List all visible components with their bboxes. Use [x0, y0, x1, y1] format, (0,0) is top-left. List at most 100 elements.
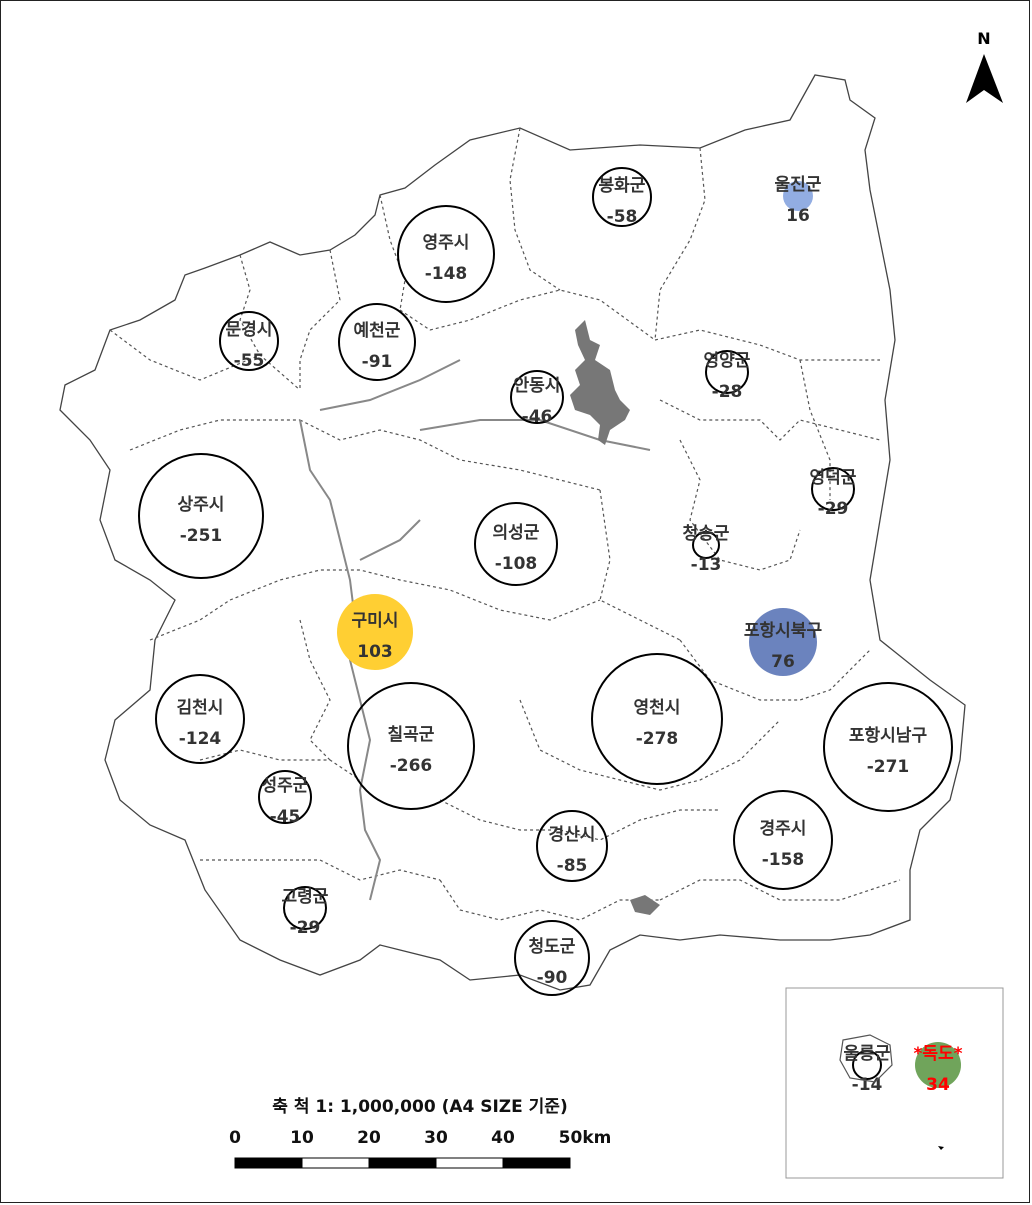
- region-value: -91: [362, 352, 393, 372]
- scale-segment-2: [301, 1157, 370, 1169]
- scale-ticks: 0 10 20 30 40 50km: [229, 1128, 611, 1148]
- region-marker: [397, 205, 495, 303]
- region-marker: [258, 770, 312, 824]
- region-value: 76: [771, 652, 795, 672]
- region-value: -90: [537, 968, 568, 988]
- region-name: 구미시: [352, 611, 399, 631]
- region-marker: [823, 682, 953, 812]
- region-value: -148: [425, 264, 468, 284]
- region-value: -13: [691, 555, 722, 575]
- region-value: -108: [495, 554, 538, 574]
- region-marker: [749, 608, 817, 676]
- region-marker: [338, 303, 416, 381]
- region-name: 영양군: [704, 351, 751, 371]
- region-name: 울진군: [775, 175, 822, 195]
- scale-tick-label: 20: [357, 1128, 381, 1148]
- scale-segment-3: [368, 1157, 437, 1169]
- region-name: 영덕군: [810, 468, 857, 488]
- region-marker: [592, 167, 652, 227]
- region-marker: [536, 810, 608, 882]
- region-marker: [733, 790, 833, 890]
- region-value: -29: [818, 499, 849, 519]
- labels-layer: 봉화군 -58 울진군 16 영주시 -148 문경시 -55 예천군 -91 안동시 -46 영양군 -…: [177, 175, 963, 1095]
- scale-segment-4: [435, 1157, 504, 1169]
- province-outline: [59, 74, 966, 991]
- region-value: -85: [557, 856, 588, 876]
- region-name: 경주시: [760, 819, 807, 839]
- region-name: 의성군: [493, 523, 540, 543]
- region-value: -266: [390, 756, 433, 776]
- region-value: -158: [762, 850, 805, 870]
- region-name: 칠곡군: [388, 724, 435, 745]
- region-value: -278: [636, 729, 679, 749]
- ulleung-island-outline: [839, 1034, 893, 1083]
- region-marker: [783, 181, 813, 211]
- region-name: 경산시: [549, 825, 596, 845]
- scale-bar: 축 척 1: 1,000,000 (A4 SIZE 기준) 0 10 20 30 40 5…: [229, 1097, 611, 1169]
- region-value: -55: [234, 351, 265, 371]
- region-marker: [852, 1050, 882, 1080]
- region-name: 김천시: [177, 698, 224, 718]
- region-name: 포항시남구: [849, 725, 928, 746]
- region-name: 예천군: [354, 321, 401, 341]
- region-name: 청도군: [529, 936, 576, 957]
- region-name: 울릉군: [844, 1044, 891, 1064]
- region-value: -251: [180, 526, 223, 546]
- scale-tick-label: 10: [290, 1128, 314, 1148]
- north-arrow-left-icon: [966, 54, 984, 103]
- region-name: 상주시: [178, 495, 225, 515]
- region-marker: [283, 886, 327, 930]
- region-marker: [219, 311, 279, 371]
- region-name: 성주군: [262, 776, 309, 796]
- region-value: 16: [786, 206, 810, 226]
- scale-tick-label: 40: [491, 1128, 515, 1148]
- scale-segment-1: [234, 1157, 303, 1169]
- region-value: -14: [852, 1075, 883, 1095]
- region-value: -28: [712, 382, 743, 402]
- region-name: 영천시: [634, 698, 681, 718]
- region-marker: [705, 350, 749, 394]
- region-marker: [155, 674, 245, 764]
- region-marker: [337, 594, 413, 670]
- district-boundaries: [109, 127, 901, 921]
- scale-tick-label: 30: [424, 1128, 448, 1148]
- region-name: 영주시: [423, 233, 470, 253]
- andong-lake: [570, 320, 660, 915]
- region-value: -29: [290, 918, 321, 938]
- dokdo-island-shape: [938, 1146, 944, 1150]
- region-name: 봉화군: [599, 176, 646, 196]
- region-marker: [692, 531, 720, 559]
- inset-box: [785, 987, 1004, 1179]
- region-marker: [514, 920, 590, 996]
- north-arrow: N: [966, 29, 1003, 103]
- region-marker: [915, 1042, 961, 1088]
- scale-segment-5: [502, 1157, 571, 1169]
- region-value: -46: [522, 407, 553, 427]
- scale-tick-label: 50km: [559, 1128, 612, 1148]
- region-marker: [811, 467, 855, 511]
- scale-title: 축 척 1: 1,000,000 (A4 SIZE 기준): [272, 1097, 567, 1117]
- north-arrow-right-icon: [984, 54, 1003, 103]
- region-marker: [510, 370, 564, 424]
- region-marker: [474, 502, 558, 586]
- region-value: -124: [179, 729, 222, 749]
- region-marker: [138, 453, 264, 579]
- north-label: N: [977, 29, 990, 48]
- region-value: -45: [270, 807, 301, 827]
- region-value: -271: [867, 757, 910, 777]
- region-marker: [591, 653, 723, 785]
- region-name: *독도*: [913, 1044, 962, 1064]
- region-marker: [347, 682, 475, 810]
- region-name: 고령군: [282, 886, 329, 907]
- region-name: 문경시: [226, 320, 273, 340]
- scale-tick-label: 0: [229, 1128, 241, 1148]
- region-name: 안동시: [514, 376, 561, 396]
- region-name: 청송군: [683, 523, 730, 544]
- circles-layer: [138, 167, 961, 1088]
- region-value: -58: [607, 207, 638, 227]
- region-value: 103: [357, 642, 393, 662]
- region-name: 포항시북구: [744, 620, 823, 641]
- region-value: 34: [926, 1075, 950, 1095]
